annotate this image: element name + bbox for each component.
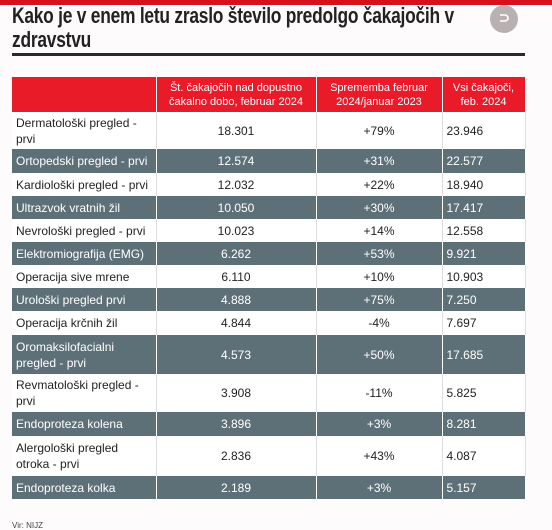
cell: 17.685 [442,335,526,374]
cell: 3.908 [156,374,317,412]
table-row: Oromaksilofacialni pregled - prvi 4.573 +5… [12,335,526,374]
cell: 4.087 [442,436,526,476]
cell: 5.825 [442,374,526,412]
cell: 10.903 [442,265,526,288]
cell: 23.946 [442,112,526,149]
row-label: Oromaksilofacialni pregled - prvi [12,335,157,374]
row-label: Kardiološki pregled - prvi [12,173,157,196]
title-rule [12,53,525,56]
table-row: Kardiološki pregled - prvi 12.032 +22% 18.9… [12,173,526,196]
title: Kako je v enem letu zraslo število predo… [12,3,454,52]
cell: 10.023 [156,219,317,242]
cell: +10% [316,265,443,288]
row-label: Revmatološki pregled - prvi [12,374,157,412]
cell: 18.940 [442,173,526,196]
share-button[interactable] [490,5,518,33]
cell: +75% [316,288,443,311]
cell: 2.189 [156,476,317,499]
cell: 5.157 [442,476,526,499]
table: Št. čakajočih nad dopustno čakalno dobo,… [12,77,526,499]
column-header: Sprememba februar 2024/januar 2023 [316,77,443,112]
cell: -11% [316,374,443,412]
cell: 12.558 [442,219,526,242]
header-row: Št. čakajočih nad dopustno čakalno dobo,… [12,77,526,112]
table-row: Operacija sive mrene 6.110 +10% 10.903 [12,265,526,288]
cell: +31% [316,149,443,173]
table-row: Revmatološki pregled - prvi 3.908 -11% 5.82… [12,374,526,412]
cell: +3% [316,412,443,436]
row-label: Dermatološki pregled - prvi [12,112,157,149]
top-bar [0,0,552,5]
source: Vir: NIJZ [12,521,43,530]
cell: 6.110 [156,265,317,288]
row-label: Endoproteza kolena [12,412,157,436]
table-row: Ultrazvok vratnih žil 10.050 +30% 17.417 [12,196,526,219]
cell: 4.573 [156,335,317,374]
cell: +50% [316,335,443,374]
cell: +79% [316,112,443,149]
cell: 12.574 [156,149,317,173]
table-row: Operacija krčnih žil 4.844 -4% 7.697 [12,311,526,335]
cell: 7.250 [442,288,526,311]
table-row: Endoproteza kolka 2.189 +3% 5.157 [12,476,526,499]
row-label: Operacija sive mrene [12,265,157,288]
table-row: Urološki pregled prvi 4.888 +75% 7.250 [12,288,526,311]
cell: 7.697 [442,311,526,335]
column-header: Vsi čakajoči, feb. 2024 [442,77,526,112]
row-label: Ultrazvok vratnih žil [12,196,157,219]
cell: 4.888 [156,288,317,311]
cell: 6.262 [156,242,317,265]
row-label: Elektromiografija (EMG) [12,242,157,265]
cell: +3% [316,476,443,499]
row-label: Endoproteza kolka [12,476,157,499]
column-header [12,77,157,112]
cell: +43% [316,436,443,476]
cell: +14% [316,219,443,242]
table-row: Elektromiografija (EMG) 6.262 +53% 9.921 [12,242,526,265]
table-row: Nevrološki pregled - prvi 10.023 +14% 12.55… [12,219,526,242]
cell: 22.577 [442,149,526,173]
cell: 8.281 [442,412,526,436]
row-label: Alergološki pregled otroka - prvi [12,436,157,476]
row-label: Urološki pregled prvi [12,288,157,311]
icon [500,14,509,22]
cell: +22% [316,173,443,196]
table-row: Ortopedski pregled - prvi 12.574 +31% 22.57… [12,149,526,173]
table-body: Dermatološki pregled - prvi 18.301 +79% 23.… [12,112,526,499]
cell: 3.896 [156,412,317,436]
cell: +30% [316,196,443,219]
row-label: Nevrološki pregled - prvi [12,219,157,242]
table-row: Endoproteza kolena 3.896 +3% 8.281 [12,412,526,436]
table-row: Alergološki pregled otroka - prvi 2.836 +4… [12,436,526,476]
column-header: Št. čakajočih nad dopustno čakalno dobo,… [156,77,317,112]
cell: 4.844 [156,311,317,335]
cell: +53% [316,242,443,265]
row-label: Ortopedski pregled - prvi [12,149,157,173]
table-row: Dermatološki pregled - prvi 18.301 +79% 23.… [12,112,526,149]
cell: 10.050 [156,196,317,219]
cell: 9.921 [442,242,526,265]
cell: 2.836 [156,436,317,476]
cell: 17.417 [442,196,526,219]
cell: -4% [316,311,443,335]
cell: 12.032 [156,173,317,196]
row-label: Operacija krčnih žil [12,311,157,335]
cell: 18.301 [156,112,317,149]
